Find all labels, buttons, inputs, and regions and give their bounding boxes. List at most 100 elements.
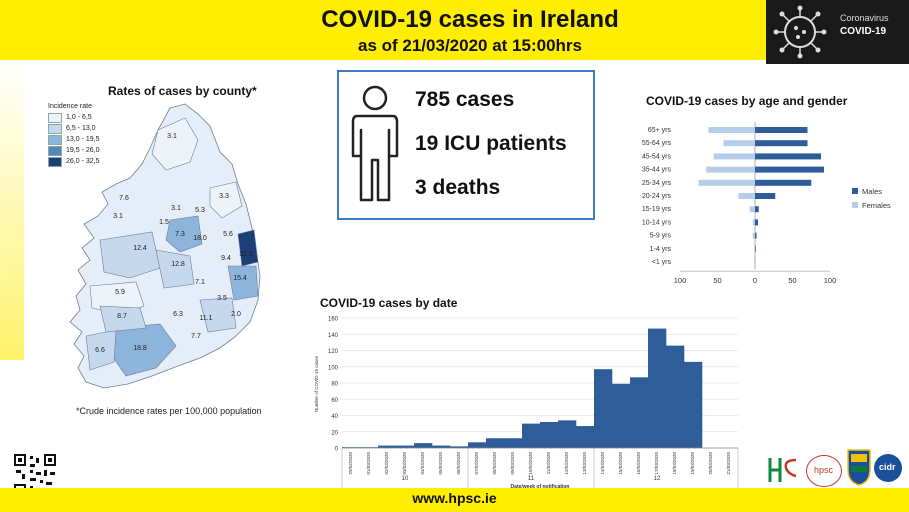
footer-url: www.hpsc.ie bbox=[0, 490, 909, 506]
coronavirus-icon bbox=[768, 2, 832, 62]
ucd-crest bbox=[846, 448, 872, 486]
map-value-label: 32.1 bbox=[239, 251, 253, 258]
age-legend-swatch bbox=[852, 188, 858, 194]
map-value-label: 12.4 bbox=[133, 245, 147, 252]
date-y-tick-label: 160 bbox=[328, 317, 339, 323]
cidr-logo: cidr bbox=[874, 454, 902, 482]
map-value-label: 11.1 bbox=[199, 315, 212, 322]
age-category-label: 5-9 yrs bbox=[650, 233, 672, 240]
map-value-label: 5.6 bbox=[223, 231, 233, 238]
hpsc-logo: hpsc bbox=[806, 455, 842, 487]
age-x-tick-label: 0 bbox=[753, 276, 757, 285]
age-category-label: 1-4 yrs bbox=[650, 246, 672, 253]
date-bar bbox=[486, 438, 504, 448]
map-value-label: 3.5 bbox=[217, 295, 227, 302]
summary-box: 785 cases 19 ICU patients 3 deaths bbox=[337, 70, 595, 220]
date-category-label: 17/03/2020 bbox=[654, 452, 659, 475]
covid-logo: Coronavirus COVID-19 bbox=[766, 0, 909, 64]
date-y-axis-title: Number of COVID-19 cases bbox=[314, 355, 319, 412]
person-icon bbox=[349, 84, 401, 204]
age-x-tick-label: 50 bbox=[713, 276, 721, 285]
date-category-label: 12/03/2020 bbox=[564, 452, 569, 475]
map-value-label: 12.8 bbox=[171, 261, 185, 268]
cases-by-date-chart: 02040608010012014016029/02/2020 01/03/202… bbox=[306, 312, 742, 488]
date-category-label: 14/03/2020 bbox=[600, 452, 605, 475]
age-bar-male bbox=[755, 180, 811, 186]
age-category-label: 10-14 yrs bbox=[642, 219, 672, 226]
age-bar-male bbox=[755, 127, 808, 133]
summary-cases: 785 cases bbox=[415, 88, 514, 112]
age-bar-male bbox=[755, 206, 759, 212]
page-subtitle: as of 21/03/2020 at 15:00hrs bbox=[190, 36, 750, 56]
date-bar bbox=[648, 329, 666, 448]
date-category-label: 16/03/2020 bbox=[636, 452, 641, 475]
map-footnote: *Crude incidence rates per 100,000 popul… bbox=[76, 406, 262, 416]
hpsc-label: hpsc bbox=[814, 465, 833, 475]
date-category-label: 10/03/2020 bbox=[528, 452, 533, 475]
map-value-label: 2.0 bbox=[231, 311, 241, 318]
date-bar bbox=[558, 420, 576, 448]
logo-line2: COVID-19 bbox=[840, 26, 886, 37]
age-bar-male bbox=[755, 246, 756, 252]
date-y-tick-label: 140 bbox=[328, 333, 339, 339]
age-bar-female bbox=[724, 140, 756, 146]
age-bar-female bbox=[750, 206, 755, 212]
age-category-label: 20-24 yrs bbox=[642, 193, 672, 200]
date-category-label: 11/03/2020 bbox=[546, 452, 551, 475]
age-bar-female bbox=[699, 180, 755, 186]
date-bar bbox=[540, 422, 558, 448]
map-value-label: 3.1 bbox=[113, 213, 123, 220]
date-y-tick-label: 60 bbox=[331, 398, 338, 404]
week-label: 12 bbox=[654, 476, 661, 482]
date-y-tick-label: 120 bbox=[328, 349, 339, 355]
map-value-label: 7.3 bbox=[175, 231, 185, 238]
age-legend-label: Males bbox=[862, 187, 882, 196]
age-bar-female bbox=[739, 193, 756, 199]
date-category-label: 06/03/2020 bbox=[456, 452, 461, 475]
age-bar-male bbox=[755, 140, 808, 146]
date-category-label: 01/03/2020 bbox=[366, 452, 371, 475]
date-y-tick-label: 80 bbox=[331, 382, 338, 388]
date-bar bbox=[630, 377, 648, 448]
age-x-tick-label: 100 bbox=[674, 276, 687, 285]
date-category-label: 02/03/2020 bbox=[384, 452, 389, 475]
date-bar bbox=[594, 369, 612, 448]
date-category-label: 04/03/2020 bbox=[420, 452, 425, 475]
date-chart-title: COVID-19 cases by date bbox=[320, 296, 457, 310]
map-value-label: 9.4 bbox=[221, 255, 231, 262]
age-bar-female bbox=[754, 246, 755, 252]
map-value-label: 8.7 bbox=[117, 313, 127, 320]
date-bar bbox=[576, 426, 594, 448]
age-bar-female bbox=[709, 127, 756, 133]
week-label: 10 bbox=[402, 476, 409, 482]
cidr-label: cidr bbox=[879, 462, 896, 472]
age-category-label: 55-64 yrs bbox=[642, 140, 672, 147]
age-bar-male bbox=[755, 153, 821, 159]
age-bar-female bbox=[706, 167, 755, 173]
map-value-label: 5.9 bbox=[115, 289, 125, 296]
date-y-tick-label: 40 bbox=[331, 414, 338, 420]
logo-line1: Coronavirus bbox=[840, 13, 889, 23]
date-category-label: 21/03/2020 bbox=[726, 452, 731, 475]
age-category-label: 25-34 yrs bbox=[642, 180, 672, 187]
map-value-label: 15.4 bbox=[233, 275, 247, 282]
date-y-tick-label: 20 bbox=[331, 430, 338, 436]
date-category-label: 03/03/2020 bbox=[402, 452, 407, 475]
age-bar-male bbox=[755, 233, 757, 239]
date-category-label: 13/03/2020 bbox=[582, 452, 587, 475]
age-category-label: 45-54 yrs bbox=[642, 153, 672, 160]
date-category-label: 08/03/2020 bbox=[492, 452, 497, 475]
page-title: COVID-19 cases in Ireland bbox=[190, 6, 750, 34]
date-y-tick-label: 100 bbox=[328, 365, 339, 371]
week-label: 11 bbox=[528, 476, 535, 482]
map-title: Rates of cases by county* bbox=[108, 84, 257, 98]
date-bar bbox=[522, 424, 540, 448]
date-bar bbox=[684, 362, 702, 448]
age-bar-male bbox=[755, 193, 775, 199]
date-bar bbox=[612, 384, 630, 448]
map-value-label: 7.7 bbox=[191, 333, 201, 340]
age-x-tick-label: 50 bbox=[788, 276, 796, 285]
date-category-label: 29/02/2020 bbox=[348, 452, 353, 475]
map-value-label: 18.8 bbox=[133, 345, 147, 352]
map-value-label: 3.3 bbox=[219, 193, 229, 200]
